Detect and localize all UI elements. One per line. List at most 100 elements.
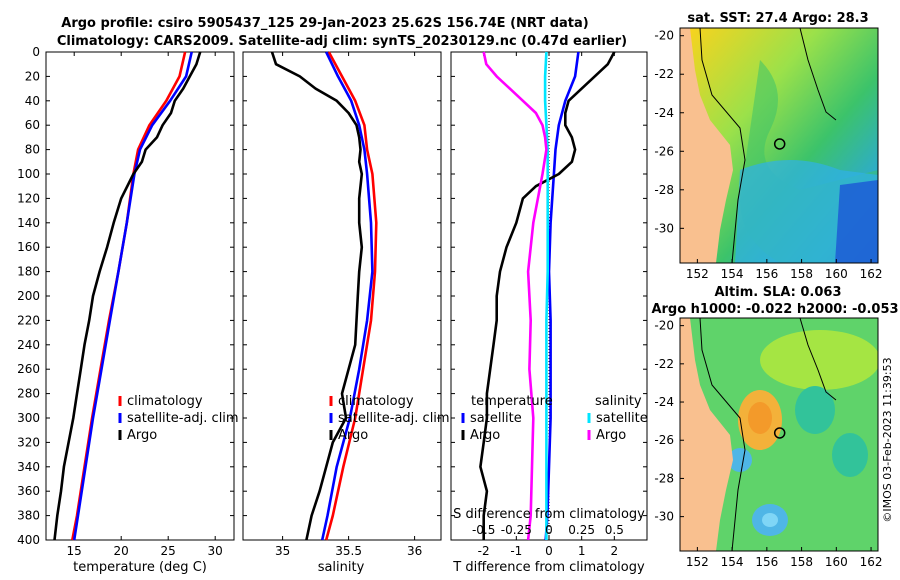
series-line-s-argo — [482, 51, 548, 541]
depth-tick-label: 140 — [17, 216, 40, 230]
depth-tick-label: 300 — [17, 411, 40, 425]
s-diff-tick-label: 0 — [545, 523, 553, 537]
s-difference-x-axis: -0.5 -0.25 0 0.25 0.5 — [472, 523, 624, 537]
depth-tick-label: 60 — [25, 118, 40, 132]
depth-tick-label: 220 — [17, 313, 40, 327]
sla-low-eddy-core — [762, 513, 778, 527]
series-line-climatology — [324, 51, 378, 541]
temperature-x-axis: 15 20 25 30 — [67, 52, 223, 558]
sla-warm-eddy-core — [748, 402, 772, 434]
series-line-s-satellite — [543, 51, 550, 540]
lon-tick-label: 160 — [825, 555, 848, 569]
sla-map-title-1: Altim. SLA: 0.063 — [715, 285, 842, 300]
salinity-xlabel: salinity — [318, 560, 365, 575]
series-line-t-satellite — [544, 51, 580, 541]
lat-tick-label: -30 — [654, 510, 674, 524]
x-tick-label: 20 — [114, 544, 129, 558]
legend-heading-salinity: salinity — [595, 394, 642, 409]
sla-cold-eddy — [795, 386, 835, 434]
temperature-axes-box — [45, 51, 235, 541]
x-tick-label: 1 — [578, 544, 586, 558]
depth-tick-label: 400 — [17, 533, 40, 547]
lat-tick-label: -22 — [654, 357, 674, 371]
legend-label-argo: Argo — [338, 428, 368, 443]
sst-deep-blue-patch — [835, 180, 878, 263]
salinity-panel: 35 35.5 36 salinity climatology satellite-… — [242, 51, 450, 575]
sst-map: sat. SST: 27.4 Argo: 28.3 152 154 156 158 16… — [654, 11, 882, 281]
lat-tick-label: -20 — [654, 319, 674, 333]
lon-tick-label: 154 — [721, 555, 744, 569]
x-tick-label: 2 — [611, 544, 619, 558]
lon-tick-label: 162 — [860, 267, 883, 281]
x-tick-label: 35.5 — [335, 544, 362, 558]
lat-tick-label: -24 — [654, 395, 674, 409]
lat-tick-label: -24 — [654, 106, 674, 120]
legend-heading-temperature: temperature — [471, 394, 553, 409]
depth-tick-label: 260 — [17, 362, 40, 376]
lon-tick-label: 156 — [755, 555, 778, 569]
sst-map-axes: 152 154 156 158 160 162 -20 -22 -24 -26 -28 -30 — [654, 29, 882, 281]
legend-label-satellite: satellite-adj. clim — [338, 411, 450, 426]
lon-tick-label: 154 — [721, 267, 744, 281]
sla-low-eddy-2 — [728, 448, 752, 472]
depth-tick-label: 280 — [17, 387, 40, 401]
x-tick-label: 35 — [275, 544, 290, 558]
s-difference-xlabel: S difference from climatology — [453, 507, 645, 522]
sla-land — [680, 318, 733, 551]
series-line-argo — [270, 51, 364, 541]
depth-tick-label: 360 — [17, 484, 40, 498]
temperature-xlabel: temperature (deg C) — [73, 560, 207, 575]
legend-label-t-argo: Argo — [470, 428, 500, 443]
x-tick-label: 15 — [67, 544, 82, 558]
argo-location-marker — [773, 138, 786, 150]
s-diff-tick-label: 0.5 — [605, 523, 624, 537]
s-diff-tick-label: -0.25 — [501, 523, 532, 537]
depth-tick-label: 120 — [17, 191, 40, 205]
lat-tick-label: -30 — [654, 221, 674, 235]
legend-label-climatology: climatology — [127, 394, 203, 409]
depth-tick-label: 180 — [17, 265, 40, 279]
temperature-legend: climatology satellite-adj. clim Argo — [118, 394, 239, 443]
depth-tick-label: 340 — [17, 460, 40, 474]
legend-label-t-satellite: satellite — [470, 411, 522, 426]
legend-label-climatology: climatology — [338, 394, 414, 409]
difference-series — [479, 51, 616, 541]
x-tick-label: -2 — [478, 544, 490, 558]
x-tick-label: 0 — [545, 544, 553, 558]
lon-tick-label: 162 — [860, 555, 883, 569]
argo-location-marker — [773, 427, 786, 439]
depth-tick-label: 100 — [17, 167, 40, 181]
lon-tick-label: 152 — [686, 267, 709, 281]
sst-reef-contour — [799, 28, 837, 121]
x-tick-label: -1 — [510, 544, 522, 558]
lon-tick-label: 156 — [755, 267, 778, 281]
series-line-satellite-adj-clim — [320, 51, 374, 541]
series-line-satellite-adj-clim — [72, 51, 193, 541]
sla-map-frame — [679, 317, 879, 552]
salinity-series — [270, 51, 378, 541]
sla-map-image — [680, 318, 878, 551]
sla-yellow-band — [760, 330, 878, 390]
series-line-t-argo — [479, 51, 616, 540]
difference-panel: -2 -1 0 1 2 T difference from climatology S … — [450, 51, 648, 575]
sla-isobath — [699, 318, 746, 551]
header-line-2: Climatology: CARS2009. Satellite-adj cli… — [57, 34, 627, 49]
salinity-legend: climatology satellite-adj. clim Argo — [329, 394, 450, 443]
lat-tick-label: -20 — [654, 29, 674, 43]
depth-tick-label: 320 — [17, 435, 40, 449]
depth-axis: 0 20 40 60 80 100 120 140 160 180 200 220 240 260 280 3… — [17, 45, 647, 547]
depth-tick-label: 40 — [25, 94, 40, 108]
depth-tick-label: 200 — [17, 289, 40, 303]
sst-isobath — [699, 28, 746, 263]
lat-tick-label: -22 — [654, 67, 674, 81]
sla-map: Altim. SLA: 0.063 Argo h1000: -0.022 h20… — [651, 285, 898, 569]
sla-reef-contour — [799, 318, 837, 401]
x-tick-label: 36 — [407, 544, 422, 558]
salinity-difference-legend: salinity satellite Argo — [587, 394, 648, 443]
sst-land — [680, 28, 733, 263]
depth-tick-label: 80 — [25, 143, 40, 157]
s-diff-tick-label: -0.5 — [472, 523, 495, 537]
sla-map-axes: 152 154 156 158 160 162 -20 -22 -24 -26 -28 -30 — [654, 319, 882, 569]
sst-map-title: sat. SST: 27.4 Argo: 28.3 — [687, 11, 868, 26]
